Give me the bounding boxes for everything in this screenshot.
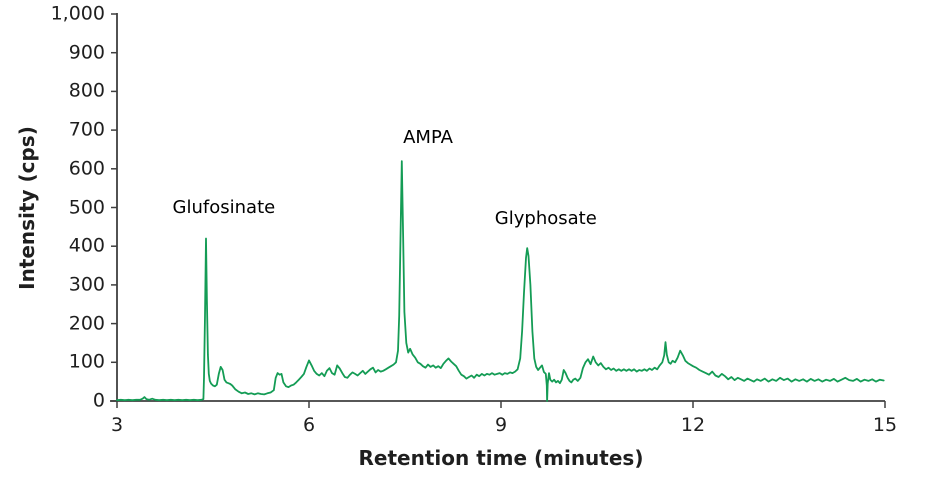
x-axis-title: Retention time (minutes) xyxy=(358,446,644,470)
y-tick-label: 200 xyxy=(68,312,105,335)
y-tick-label: 300 xyxy=(68,273,105,296)
y-axis-title: Intensity (cps) xyxy=(15,126,39,290)
peak-label-glyphosate: Glyphosate xyxy=(494,208,597,230)
y-tick-label: 500 xyxy=(68,196,105,218)
y-tick-label: 100 xyxy=(68,350,105,373)
x-tick-label: 15 xyxy=(872,414,898,436)
peak-label-glufosinate: Glufosinate xyxy=(172,196,276,218)
x-tick-label: 9 xyxy=(494,414,508,436)
y-tick-label: 400 xyxy=(68,234,105,257)
y-tick-label: 600 xyxy=(68,157,105,180)
x-tick-label: 3 xyxy=(110,414,124,436)
x-tick-label: 12 xyxy=(680,414,706,436)
y-tick-label: 800 xyxy=(68,79,105,102)
y-tick-label: 700 xyxy=(68,118,105,141)
chromatogram-trace xyxy=(116,160,885,402)
y-tick-label: 1,000 xyxy=(50,2,105,25)
y-tick-label: 900 xyxy=(68,41,105,64)
y-tick-label: 0 xyxy=(92,389,105,412)
peak-label-ampa: AMPA xyxy=(403,126,453,148)
x-tick-label: 6 xyxy=(302,414,316,436)
